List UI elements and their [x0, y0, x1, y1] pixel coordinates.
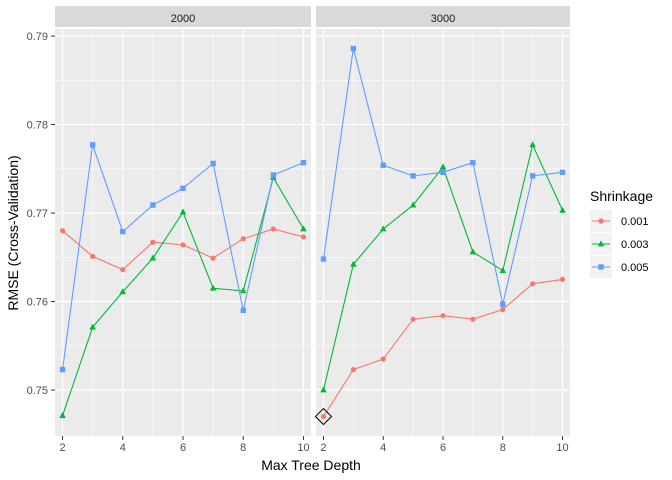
x-tick-label: 6 [180, 442, 186, 454]
data-point [150, 239, 156, 245]
data-point [210, 255, 216, 261]
data-point [320, 256, 327, 262]
data-point [300, 234, 307, 240]
x-tick-label: 2 [320, 442, 326, 454]
facet-strip [55, 6, 311, 27]
data-point [179, 208, 187, 215]
data-point [470, 316, 476, 322]
legend-key-marker [598, 264, 604, 270]
data-point [470, 159, 476, 166]
x-tick-label: 10 [297, 442, 309, 454]
data-point [300, 225, 307, 232]
data-point [530, 281, 536, 287]
legend-label: 0.001 [621, 216, 649, 228]
x-tick-label: 8 [500, 442, 506, 454]
legend-label: 0.005 [621, 262, 649, 274]
data-point [180, 242, 186, 248]
data-point [469, 248, 477, 255]
data-point [209, 284, 217, 291]
data-point [380, 162, 386, 168]
data-point [380, 356, 386, 362]
data-point [239, 287, 247, 294]
series-0.003-3000 [320, 141, 566, 393]
data-point [529, 173, 536, 179]
data-point [529, 141, 536, 148]
data-point [350, 367, 356, 373]
data-point [410, 173, 416, 179]
data-point [439, 163, 447, 170]
series-0.001-3000 [320, 276, 566, 420]
series-0.005-3000 [320, 45, 566, 307]
highlight-diamond [314, 407, 333, 426]
facet-strip-label: 3000 [431, 13, 455, 25]
y-tick-label: 0.76 [27, 297, 48, 309]
legend-item-0.001: 0.001 [590, 210, 649, 232]
x-tick-label: 4 [120, 442, 126, 454]
y-axis-title: RMSE (Cross-Validation) [5, 155, 21, 310]
data-point [119, 288, 127, 295]
data-point [350, 45, 357, 52]
legend-label: 0.003 [621, 239, 649, 251]
series-0.005-2000 [59, 142, 307, 373]
data-point [500, 306, 506, 313]
legend-item-0.003: 0.003 [590, 233, 649, 255]
legend-title: Shrinkage [590, 188, 653, 204]
data-point [270, 226, 276, 232]
x-axis-title: Max Tree Depth [261, 457, 361, 473]
facet-panel-3000: 3000 [314, 6, 570, 436]
x-tick-label: 10 [556, 442, 568, 454]
data-point [270, 172, 277, 178]
facet-strip-label: 2000 [171, 13, 195, 25]
legend: Shrinkage 0.001 0.003 0.005 [590, 188, 653, 278]
legend-item-0.005: 0.005 [590, 256, 649, 278]
legend-key-marker [598, 218, 604, 224]
data-point [300, 159, 307, 166]
x-tick-label: 6 [440, 442, 446, 454]
y-tick-label: 0.77 [27, 208, 48, 220]
data-point [59, 366, 66, 373]
data-point [240, 236, 246, 242]
data-point [89, 142, 96, 148]
data-point [120, 228, 126, 235]
data-point [499, 266, 507, 273]
y-tick-label: 0.78 [27, 120, 48, 132]
x-tick-label: 2 [59, 442, 65, 454]
data-point [379, 225, 387, 232]
data-point [59, 412, 66, 419]
series-0.001-2000 [59, 226, 307, 273]
facet-panel-2000: 2000 [55, 6, 311, 436]
data-point [559, 169, 566, 176]
data-point [149, 254, 157, 261]
data-point [320, 386, 327, 393]
y-axis: 0.75 0.76 0.77 0.78 0.79 [27, 31, 55, 397]
panels: 2000 3000 [55, 6, 570, 436]
data-point [559, 206, 566, 213]
data-point [240, 307, 246, 314]
data-point [320, 413, 327, 420]
y-tick-label: 0.79 [27, 31, 48, 43]
data-point [90, 253, 96, 259]
data-point [180, 185, 186, 191]
data-point [440, 313, 446, 319]
data-point [559, 276, 566, 282]
data-point [410, 316, 416, 322]
data-point [120, 267, 126, 273]
facet-strip [316, 6, 570, 27]
data-point [89, 323, 96, 330]
data-point [350, 260, 357, 267]
x-axes: 2 4 6 8 10 2 4 6 8 10 [59, 436, 569, 454]
data-point [500, 301, 506, 307]
x-tick-label: 4 [380, 442, 386, 454]
x-tick-label: 8 [240, 442, 246, 454]
data-point [150, 202, 156, 208]
data-point [59, 228, 66, 234]
data-point [210, 160, 216, 167]
data-point [409, 201, 417, 208]
y-tick-label: 0.75 [27, 385, 48, 397]
data-point [440, 169, 446, 176]
legend-key-marker [597, 240, 605, 247]
